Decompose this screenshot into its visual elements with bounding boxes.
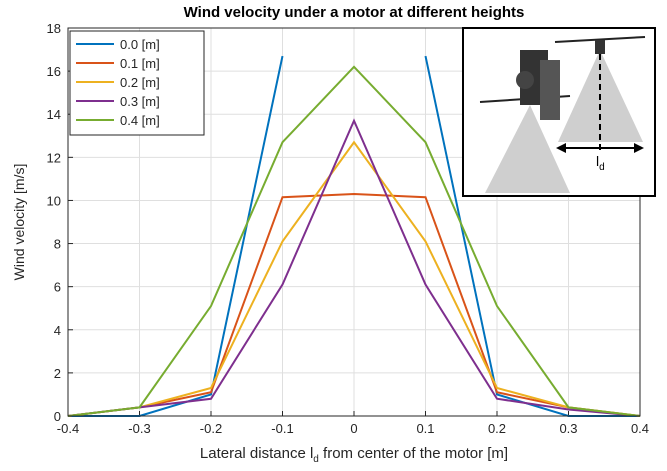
y-tick-label: 10 — [47, 193, 61, 208]
inset-label-main: l — [596, 153, 599, 169]
x-tick-label: 0.1 — [416, 421, 434, 436]
x-tick-label: -0.3 — [128, 421, 150, 436]
legend-label: 0.0 [m] — [120, 37, 160, 52]
chart-title: Wind velocity under a motor at different… — [184, 4, 525, 21]
drone-arm — [540, 60, 560, 120]
y-tick-label: 12 — [47, 150, 61, 165]
x-tick-label: -0.1 — [271, 421, 293, 436]
series-line — [67, 192, 641, 417]
x-tick-label: 0 — [350, 421, 357, 436]
drone-part — [516, 71, 534, 89]
inset-label-sub: d — [599, 162, 605, 173]
series-line — [67, 118, 641, 417]
arrow-head — [556, 143, 566, 153]
legend: 0.0 [m] 0.1 [m] 0.2 [m] 0.3 [m] 0.4 [m] — [69, 30, 205, 136]
y-tick-label: 18 — [47, 21, 61, 36]
inset-label: ld — [596, 153, 605, 173]
y-tick-label: 4 — [54, 323, 61, 338]
x-tick-label: 0.3 — [559, 421, 577, 436]
x-tick-label: 0.4 — [631, 421, 649, 436]
y-tick-label: 0 — [54, 409, 61, 424]
axes-box — [67, 27, 641, 417]
series-line — [67, 140, 641, 417]
airflow-cone — [485, 105, 570, 193]
y-tick-label: 2 — [54, 366, 61, 381]
x-label-part: Lateral distance l — [200, 445, 313, 462]
propeller — [554, 36, 646, 43]
series-line — [67, 65, 641, 417]
arrow-head — [634, 143, 644, 153]
x-tick-label: -0.2 — [200, 421, 222, 436]
y-tick-label: 14 — [47, 107, 61, 122]
y-tick-label: 6 — [54, 280, 61, 295]
x-label-part: from center of the motor [m] — [319, 445, 508, 462]
legend-label: 0.4 [m] — [120, 113, 160, 128]
legend-label: 0.2 [m] — [120, 75, 160, 90]
y-tick-label: 8 — [54, 237, 61, 252]
x-tick-label: -0.4 — [57, 421, 79, 436]
legend-items: 0.0 [m] 0.1 [m] 0.2 [m] 0.3 [m] 0.4 [m] — [76, 37, 160, 128]
y-axis-label: Wind velocity [m/s] — [11, 164, 27, 281]
inset-image: ld — [462, 27, 656, 197]
x-axis-label: Lateral distance ld from center of the m… — [200, 445, 508, 465]
motor — [595, 40, 605, 54]
legend-label: 0.1 [m] — [120, 56, 160, 71]
legend-label: 0.3 [m] — [120, 94, 160, 109]
x-tick-label: 0.2 — [488, 421, 506, 436]
x-label-sub: d — [313, 454, 319, 465]
y-tick-label: 16 — [47, 64, 61, 79]
